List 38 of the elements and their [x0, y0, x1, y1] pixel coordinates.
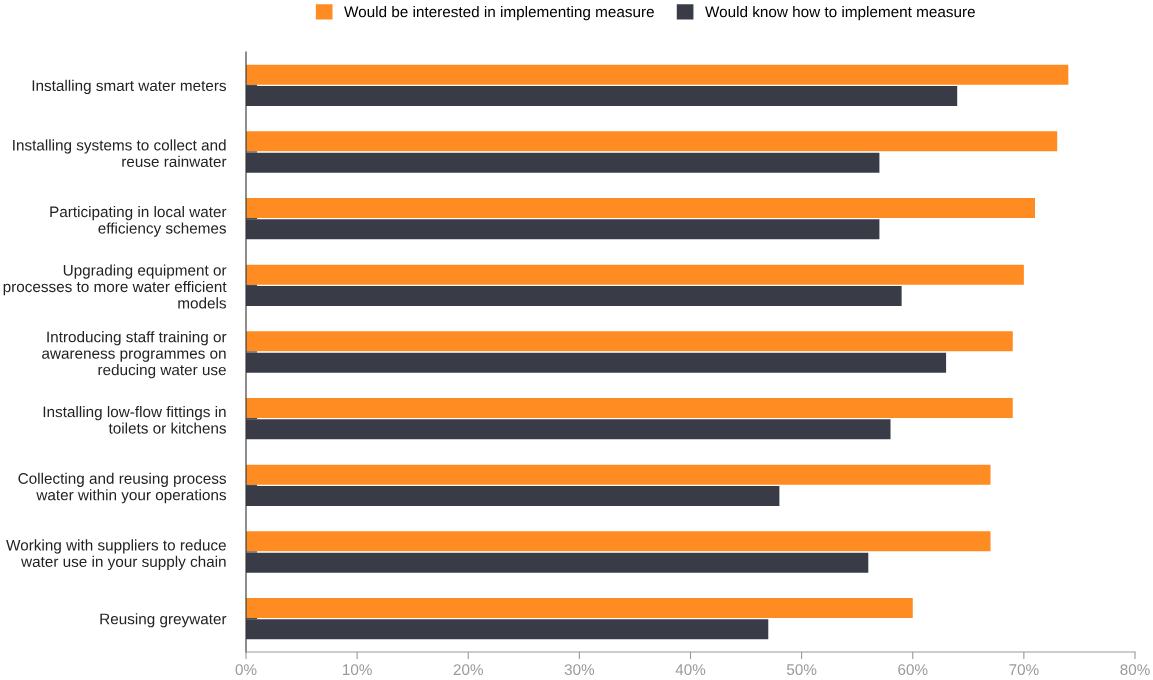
x-tick-label: 20%: [453, 664, 483, 676]
x-tick-label: 80%: [1120, 664, 1150, 676]
bar: [246, 486, 780, 506]
x-tick-label: 30%: [564, 664, 595, 676]
bar: [246, 198, 1035, 218]
bar: [246, 352, 947, 373]
bar: [246, 264, 1024, 285]
y-tick-label: Participating in local water efficiency schemes: [50, 206, 227, 237]
x-tick-label: 10%: [343, 664, 372, 676]
y-tick-label: Upgrading equipment or processes to more water efficient models: [3, 264, 227, 309]
y-tick-label: Working with suppliers to reduce water use in your supply chain: [6, 539, 226, 571]
bar: [246, 286, 902, 306]
y-tick-label: Reusing greywater: [100, 613, 227, 628]
bar: [246, 531, 991, 552]
bar: [246, 552, 869, 573]
bar: [246, 419, 891, 440]
bar: [246, 398, 1013, 418]
bar: [246, 619, 769, 640]
bar: [246, 598, 913, 618]
bar: [246, 86, 958, 106]
x-tick-label: 40%: [675, 664, 706, 676]
bar: [246, 152, 880, 173]
y-tick-label: Collecting and reusing process water within your operations: [18, 472, 227, 504]
legend-label: Would be interested in implementing measure: [344, 6, 654, 21]
bar: [246, 64, 1069, 85]
x-tick-label: 0%: [235, 664, 257, 676]
bar: [246, 331, 1013, 352]
x-tick-label: 60%: [898, 664, 928, 676]
y-tick-label: Installing smart water meters: [32, 79, 227, 95]
y-tick-label: Installing systems to collect and reuse rainwater: [13, 139, 227, 168]
x-tick-label: 50%: [786, 664, 817, 676]
bar: [246, 464, 991, 485]
bar: [246, 131, 1058, 152]
legend-label: Would know how to implement measure: [705, 6, 975, 21]
y-tick-label: Introducing staff training or awareness programmes on reducing water use: [42, 331, 227, 379]
x-tick-label: 70%: [1009, 664, 1039, 676]
bar: [246, 219, 880, 240]
y-tick-label: Installing low-flow fittings in toilets or kitchens: [43, 406, 227, 434]
